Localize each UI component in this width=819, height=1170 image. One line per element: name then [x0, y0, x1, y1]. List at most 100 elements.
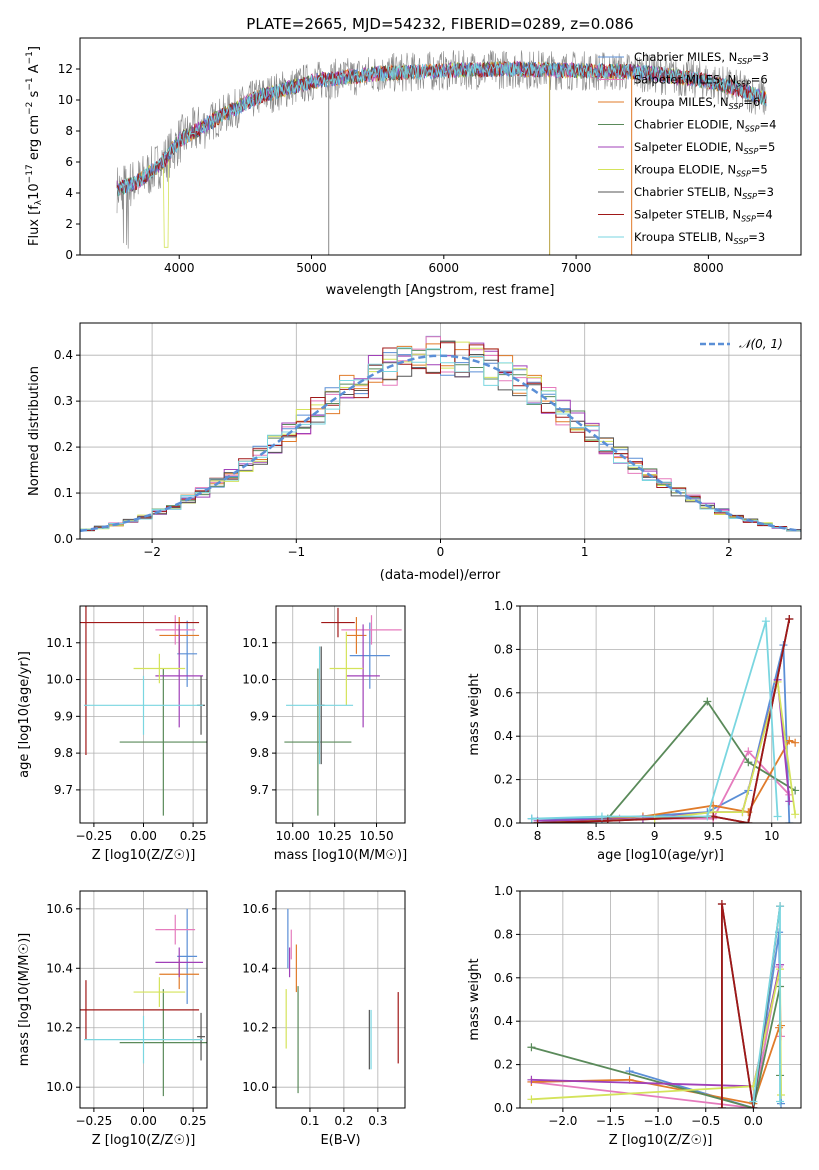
ytick-label: 9.7 [54, 783, 73, 797]
series-marker [785, 615, 794, 624]
weight-vs-z-panel: −2.0 −1.5 −1.0 −0.5 0.0 0.0 0.2 0.4 0.6 0.8 1.0 Z [… [467, 884, 802, 1148]
ylabel: mass [log10(M/M☉)] [17, 933, 32, 1066]
legend-label: Salpeter STELIB, NSSP=4 [634, 208, 773, 224]
xtick-label: 8.5 [587, 829, 606, 843]
xtick-label: −0.5 [691, 1114, 720, 1128]
xtick-label: 0.0 [744, 1114, 763, 1128]
xtick-label: −0.25 [76, 829, 113, 843]
legend-label: Salpeter MILES, NSSP=6 [634, 73, 768, 89]
xtick-label: 0.25 [180, 829, 207, 843]
histogram-ytick-label: 0.0 [54, 532, 73, 546]
series-marker [703, 697, 712, 706]
spectrum-ytick-label: 2 [65, 217, 73, 231]
legend-label: Kroupa STELIB, NSSP=3 [634, 230, 765, 246]
legend-label: Kroupa MILES, NSSP=6 [634, 95, 760, 111]
ytick-label: 0.6 [494, 971, 513, 985]
xtick-label: −1.5 [596, 1114, 625, 1128]
histogram-ytick-label: 0.2 [54, 440, 73, 454]
legend-label: Chabrier STELIB, NSSP=3 [634, 185, 774, 201]
spectrum-xtick-label: 4000 [164, 261, 195, 275]
ytick-label: 9.8 [54, 746, 73, 760]
series-line [531, 986, 781, 1108]
series-marker [776, 1090, 785, 1099]
series-marker [775, 1023, 784, 1032]
series-marker [776, 902, 785, 911]
ytick-label: 10.0 [242, 673, 269, 687]
series-marker [703, 812, 712, 821]
xtick-label: 0.2 [334, 1114, 353, 1128]
xtick-label: −2.0 [548, 1114, 577, 1128]
ytick-label: 10.2 [242, 1021, 269, 1035]
ylabel: age [log10(age/yr)] [17, 651, 32, 778]
xtick-label: −1.0 [644, 1114, 673, 1128]
legend-label: Kroupa ELODIE, NSSP=5 [634, 163, 768, 179]
ytick-label: 10.1 [46, 636, 73, 650]
ytick-label: 10.0 [242, 1080, 269, 1094]
mass-vs-ebv-panel: 0.1 0.2 0.3 10.0 10.2 10.4 10.6 E(B-V) [242, 890, 406, 1148]
ytick-label: 0.4 [494, 1014, 513, 1028]
xlabel: Z [log10(Z/Z☉)] [92, 1133, 196, 1148]
series-line [531, 964, 781, 1088]
spectrum-xlabel: wavelength [Angstrom, rest frame] [326, 283, 555, 298]
xlabel: mass [log10(M/M☉)] [274, 848, 407, 863]
xlabel: Z [log10(Z/Z☉)] [92, 848, 196, 863]
series-marker [791, 810, 800, 819]
ytick-label: 0.6 [494, 686, 513, 700]
series-marker [744, 819, 753, 823]
series-marker [791, 738, 800, 747]
histogram-ytick-label: 0.3 [54, 394, 73, 408]
xtick-label: 0.00 [130, 1114, 157, 1128]
xtick-label: 0.3 [368, 1114, 387, 1128]
series-marker [533, 819, 542, 823]
series-marker [603, 816, 612, 823]
xtick-label: 10 [764, 829, 779, 843]
series-marker [776, 1097, 785, 1106]
histogram-xtick-label: −2 [143, 545, 161, 559]
xtick-label: 0.25 [180, 1114, 207, 1128]
ytick-label: 10.2 [46, 1021, 73, 1035]
xtick-label: 9.5 [704, 829, 723, 843]
series-marker [597, 812, 606, 821]
histogram-xtick-label: 1 [581, 545, 589, 559]
xlabel: age [log10(age/yr)] [597, 848, 724, 863]
series-marker [717, 1104, 726, 1108]
xtick-label: 10.50 [359, 829, 393, 843]
series-marker [527, 814, 536, 823]
spectrum-xtick-label: 6000 [429, 261, 460, 275]
ytick-label: 10.6 [46, 902, 73, 916]
histogram-ytick-label: 0.1 [54, 486, 73, 500]
ytick-label: 9.8 [250, 746, 269, 760]
page-title: PLATE=2665, MJD=54232, FIBERID=0289, z=0… [246, 15, 633, 33]
ytick-label: 0.8 [494, 642, 513, 656]
series-marker [761, 617, 770, 626]
xtick-label: 10.25 [317, 829, 351, 843]
axes-frame [519, 605, 802, 824]
spectrum-ytick-label: 0 [65, 248, 73, 262]
series-marker [738, 808, 747, 817]
ytick-label: 0.4 [494, 729, 513, 743]
ytick-label: 9.9 [54, 709, 73, 723]
residual-histogram-panel: −2 −1 0 1 2 0.0 0.1 0.2 0.3 0.4 (data-model)/erro… [27, 322, 802, 583]
legend-label: Salpeter ELODIE, NSSP=5 [634, 140, 775, 156]
spectrum-ytick-label: 4 [65, 186, 73, 200]
spectrum-xtick-label: 8000 [693, 261, 724, 275]
series-marker [744, 747, 753, 756]
ytick-label: 0.0 [494, 816, 513, 830]
ytick-label: 1.0 [494, 884, 513, 898]
ytick-label: 10.0 [46, 1080, 73, 1094]
histogram-legend-label: 𝒩(0, 1) [739, 337, 783, 351]
xtick-label: −0.25 [76, 1114, 113, 1128]
histogram-ylabel: Normed distribution [27, 366, 42, 496]
ytick-label: 1.0 [494, 599, 513, 613]
series-marker [785, 819, 794, 823]
xtick-label: 10.00 [276, 829, 310, 843]
ytick-label: 10.1 [242, 636, 269, 650]
ytick-label: 9.7 [250, 783, 269, 797]
spectrum-ytick-label: 12 [58, 62, 73, 76]
ytick-label: 0.2 [494, 1058, 513, 1072]
series-marker [717, 900, 726, 909]
series-marker [785, 797, 794, 806]
series-marker [749, 1097, 758, 1106]
spectrum-ylabel: Flux [fλ10−17 erg cm−2 s−1 A−1] [25, 46, 44, 246]
